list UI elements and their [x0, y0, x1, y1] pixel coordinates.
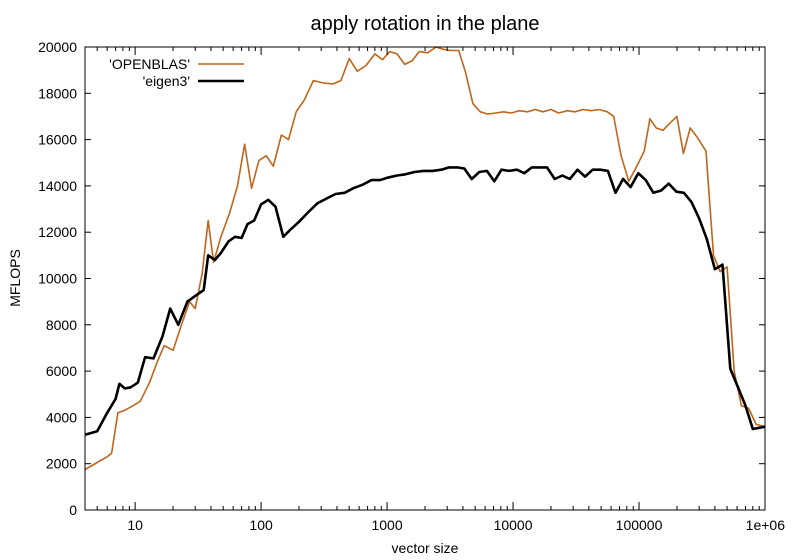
plot-area — [84, 46, 766, 471]
series-line-openblas — [84, 46, 766, 471]
x-tick-label: 10000 — [494, 517, 533, 533]
y-tick-label: 16000 — [38, 132, 77, 148]
axes: 0 2000 4000 6000 8000 10000 12000 14000 16000 180… — [38, 39, 785, 533]
y-tick-label: 8000 — [46, 317, 77, 333]
y-tick-label: 12000 — [38, 224, 77, 240]
y-tick-label: 2000 — [46, 456, 77, 472]
y-tick-label: 18000 — [38, 85, 77, 101]
y-tick-label: 6000 — [46, 363, 77, 379]
y-tick-label: 14000 — [38, 178, 77, 194]
legend: 'OPENBLAS''eigen3' — [109, 56, 244, 89]
y-tick-label: 0 — [69, 502, 77, 518]
y-tick-label: 4000 — [46, 409, 77, 425]
x-tick-label: 1e+06 — [746, 517, 786, 533]
series-line-eigen3 — [84, 166, 766, 437]
x-tick-label: 1000 — [371, 517, 402, 533]
y-tick-label: 10000 — [38, 271, 77, 287]
x-tick-label: 100000 — [616, 517, 663, 533]
chart-title: apply rotation in the plane — [310, 13, 539, 35]
x-axis-title: vector size — [392, 540, 459, 556]
legend-label: 'eigen3' — [143, 73, 190, 89]
y-axis-title: MFLOPS — [7, 249, 23, 307]
x-tick-label: 10 — [127, 517, 143, 533]
x-tick-label: 100 — [249, 517, 273, 533]
y-tick-label: 20000 — [38, 39, 77, 55]
legend-label: 'OPENBLAS' — [109, 56, 190, 72]
